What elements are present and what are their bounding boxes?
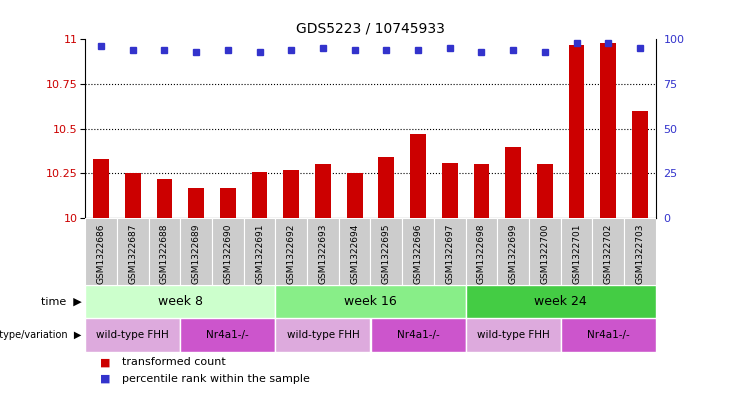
Bar <box>434 218 465 285</box>
Text: GSM1322686: GSM1322686 <box>96 224 105 284</box>
Title: GDS5223 / 10745933: GDS5223 / 10745933 <box>296 21 445 35</box>
Text: wild-type FHH: wild-type FHH <box>287 330 359 340</box>
Text: ■: ■ <box>100 374 110 384</box>
Bar <box>156 179 173 393</box>
Text: wild-type FHH: wild-type FHH <box>476 330 550 340</box>
Text: ■: ■ <box>100 357 110 367</box>
Bar <box>117 218 149 285</box>
Bar <box>212 218 244 285</box>
Text: week 8: week 8 <box>158 295 203 308</box>
Bar <box>632 111 648 393</box>
Bar <box>370 318 465 352</box>
Text: GSM1322701: GSM1322701 <box>572 224 581 284</box>
Bar <box>315 164 331 393</box>
Bar <box>370 218 402 285</box>
Bar <box>568 45 585 393</box>
Bar <box>442 163 458 393</box>
Text: genotype/variation  ▶: genotype/variation ▶ <box>0 330 82 340</box>
Text: GSM1322703: GSM1322703 <box>636 224 645 284</box>
Bar <box>180 318 276 352</box>
Text: wild-type FHH: wild-type FHH <box>96 330 169 340</box>
Text: Nr4a1-/-: Nr4a1-/- <box>587 330 630 340</box>
Bar <box>600 43 617 393</box>
Bar <box>180 218 212 285</box>
Bar <box>561 318 656 352</box>
Text: GSM1322694: GSM1322694 <box>350 224 359 284</box>
Text: GSM1322696: GSM1322696 <box>413 224 422 284</box>
Bar <box>188 188 204 393</box>
Text: GSM1322687: GSM1322687 <box>128 224 137 284</box>
Bar <box>220 188 236 393</box>
Bar <box>307 218 339 285</box>
Bar <box>537 164 553 393</box>
Text: week 24: week 24 <box>534 295 587 308</box>
Text: GSM1322688: GSM1322688 <box>160 224 169 284</box>
Bar <box>379 157 394 393</box>
Bar <box>561 218 592 285</box>
Text: GSM1322695: GSM1322695 <box>382 224 391 284</box>
Text: Nr4a1-/-: Nr4a1-/- <box>396 330 439 340</box>
Bar <box>505 147 521 393</box>
Text: GSM1322691: GSM1322691 <box>255 224 264 284</box>
Text: GSM1322697: GSM1322697 <box>445 224 454 284</box>
Bar <box>410 134 426 393</box>
Text: week 16: week 16 <box>344 295 397 308</box>
Bar <box>529 218 561 285</box>
Bar <box>244 218 276 285</box>
Bar <box>252 172 268 393</box>
Bar <box>347 173 362 393</box>
Bar <box>85 318 180 352</box>
Text: time  ▶: time ▶ <box>41 297 82 307</box>
Bar <box>339 218 370 285</box>
Bar <box>85 285 276 318</box>
Bar <box>465 218 497 285</box>
Bar <box>276 318 370 352</box>
Text: GSM1322698: GSM1322698 <box>477 224 486 284</box>
Text: GSM1322692: GSM1322692 <box>287 224 296 284</box>
Bar <box>276 285 465 318</box>
Bar <box>465 318 561 352</box>
Bar <box>473 164 489 393</box>
Text: GSM1322690: GSM1322690 <box>223 224 233 284</box>
Bar <box>624 218 656 285</box>
Text: GSM1322699: GSM1322699 <box>508 224 518 284</box>
Text: GSM1322693: GSM1322693 <box>319 224 328 284</box>
Bar <box>465 285 656 318</box>
Bar <box>124 173 141 393</box>
Text: Nr4a1-/-: Nr4a1-/- <box>207 330 249 340</box>
Bar <box>592 218 624 285</box>
Bar <box>93 159 109 393</box>
Text: GSM1322702: GSM1322702 <box>604 224 613 284</box>
Bar <box>497 218 529 285</box>
Bar <box>85 218 117 285</box>
Text: percentile rank within the sample: percentile rank within the sample <box>122 374 310 384</box>
Bar <box>276 218 307 285</box>
Bar <box>149 218 180 285</box>
Bar <box>402 218 434 285</box>
Text: transformed count: transformed count <box>122 357 226 367</box>
Text: GSM1322700: GSM1322700 <box>540 224 549 284</box>
Text: GSM1322689: GSM1322689 <box>192 224 201 284</box>
Bar <box>283 170 299 393</box>
